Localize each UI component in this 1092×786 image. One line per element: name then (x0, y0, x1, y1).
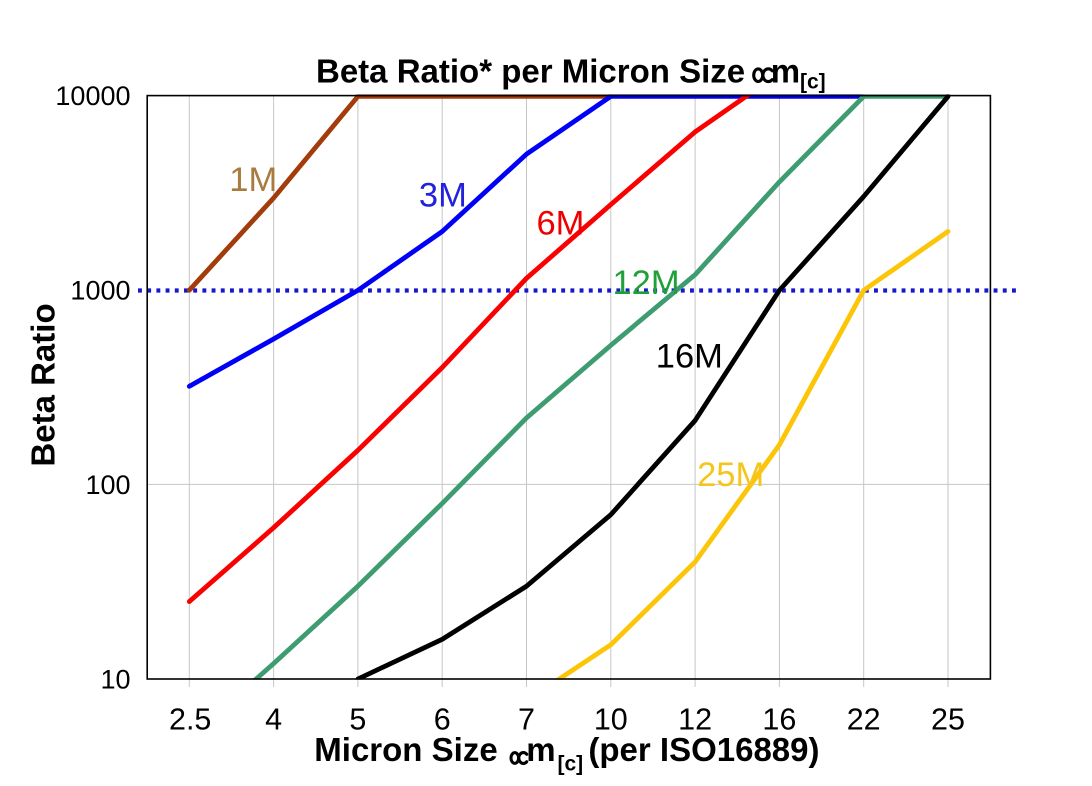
svg-text:2.5: 2.5 (169, 703, 211, 737)
svg-text:10: 10 (100, 665, 130, 695)
svg-text:16M: 16M (656, 338, 723, 376)
svg-text:10: 10 (594, 703, 628, 737)
svg-text:12M: 12M (613, 264, 680, 302)
svg-text:7: 7 (518, 703, 535, 737)
svg-text:5: 5 (349, 703, 366, 737)
svg-text:22: 22 (847, 703, 881, 737)
svg-text:6: 6 (434, 703, 451, 737)
svg-text:3M: 3M (419, 176, 467, 214)
svg-text:1000: 1000 (70, 276, 130, 306)
svg-text:10000: 10000 (55, 81, 130, 111)
svg-text:1M: 1M (229, 161, 277, 199)
svg-text:25M: 25M (697, 456, 764, 494)
svg-text:16: 16 (762, 703, 796, 737)
svg-text:6M: 6M (537, 205, 585, 243)
svg-text:4: 4 (265, 703, 282, 737)
svg-text:Beta Ratio: Beta Ratio (25, 303, 62, 466)
svg-text:25: 25 (931, 703, 965, 737)
svg-text:100: 100 (85, 470, 130, 500)
svg-text:12: 12 (678, 703, 712, 737)
